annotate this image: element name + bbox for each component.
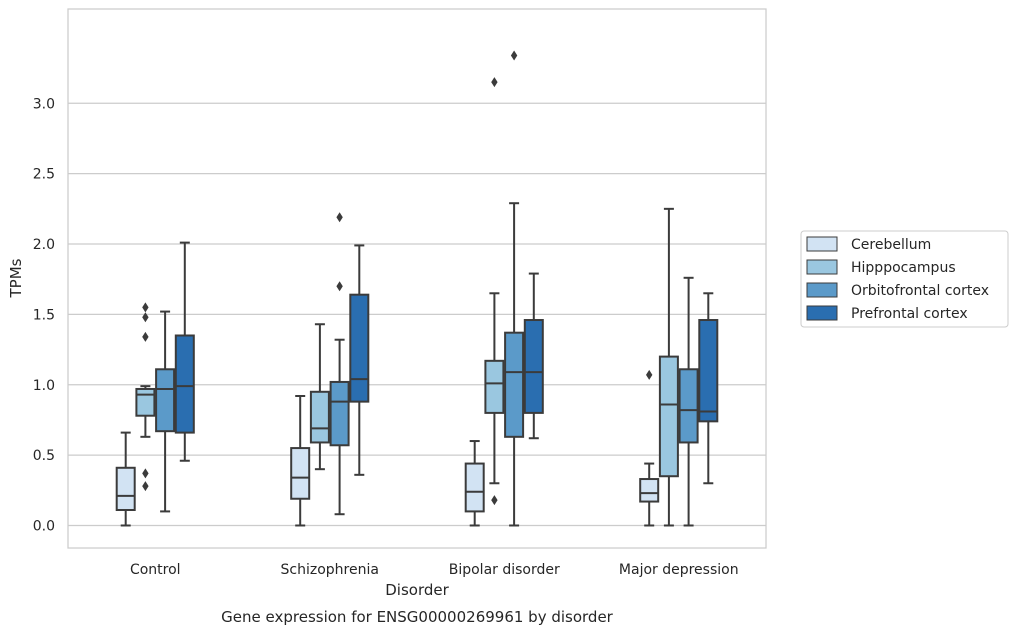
box-0-2 <box>155 310 176 513</box>
x-axis-label: Disorder <box>385 581 449 599</box>
box-iqr <box>309 390 330 444</box>
legend-swatch <box>806 282 838 298</box>
outlier-marker <box>142 468 149 479</box>
y-tick-label: 0.5 <box>33 448 55 464</box>
legend-swatch <box>806 236 838 252</box>
outlier-marker <box>142 331 149 342</box>
box-iqr <box>135 387 156 417</box>
legend-label: Hipppocampus <box>851 260 956 276</box>
legend-swatch <box>806 305 838 321</box>
y-tick-label: 2.0 <box>33 237 55 253</box>
legend-label: Prefrontal cortex <box>851 306 968 322</box>
box-iqr <box>484 359 505 414</box>
chart-caption: Gene expression for ENSG00000269961 by d… <box>221 608 614 626</box>
box-2-3 <box>523 272 544 440</box>
box-iqr <box>329 380 350 447</box>
box-iqr <box>174 334 195 434</box>
box-2-0 <box>464 440 485 527</box>
plot-frame <box>67 8 767 549</box>
boxes <box>115 50 719 527</box>
box-2-1 <box>484 77 505 506</box>
box-1-1 <box>309 323 330 471</box>
box-3-2 <box>678 276 699 527</box>
outlier-marker <box>510 50 518 61</box>
x-tick-label: Major depression <box>619 562 739 578</box>
box-iqr <box>464 462 485 513</box>
box-iqr <box>698 319 719 423</box>
box-3-1 <box>658 207 679 527</box>
y-tick-label: 1.0 <box>33 378 55 394</box>
legend-label: Cerebellum <box>851 237 931 253</box>
x-tick-labels: Control Schizophrenia Bipolar disorder Majo… <box>130 562 739 578</box>
box-3-3 <box>698 292 719 485</box>
y-tick-label: 3.0 <box>33 96 55 112</box>
box-0-0 <box>115 431 136 527</box>
legend-frame <box>800 230 1009 328</box>
box-iqr <box>155 368 176 433</box>
legend-label: Orbitofrontal cortex <box>851 283 989 299</box>
legend-swatch <box>806 259 838 275</box>
y-tick-label: 0.0 <box>33 518 55 534</box>
box-iqr <box>115 466 136 512</box>
y-tick-labels: 0.0 0.5 1.0 1.5 2.0 2.5 3.0 <box>33 96 55 534</box>
outlier-marker <box>336 281 343 292</box>
x-tick-label: Control <box>130 562 181 578</box>
box-iqr <box>349 293 370 403</box>
box-2-2 <box>504 50 525 527</box>
box-iqr <box>523 319 544 414</box>
x-tick-label: Schizophrenia <box>281 562 379 578</box>
box-3-0 <box>639 369 660 527</box>
outlier-marker <box>142 302 149 313</box>
outlier-marker <box>336 212 343 223</box>
box-1-2 <box>329 212 350 516</box>
outlier-marker <box>646 369 653 380</box>
box-iqr <box>504 331 525 438</box>
legend: Cerebellum Hipppocampus Orbitofrontal cort… <box>800 230 1009 328</box>
box-1-3 <box>349 244 370 476</box>
box-iqr <box>290 447 311 500</box>
y-tick-label: 1.5 <box>33 307 55 323</box>
box-iqr <box>639 478 660 503</box>
box-iqr <box>658 355 679 478</box>
box-iqr <box>678 368 699 444</box>
y-tick-label: 2.5 <box>33 167 55 183</box>
outlier-marker <box>142 312 149 323</box>
box-0-1 <box>135 302 156 492</box>
outlier-marker <box>142 481 149 492</box>
x-tick-label: Bipolar disorder <box>449 562 560 578</box>
outlier-marker <box>491 77 498 88</box>
y-axis-label: TPMs <box>7 258 25 298</box>
box-0-3 <box>174 241 195 462</box>
outlier-marker <box>491 495 498 506</box>
box-1-0 <box>290 395 311 527</box>
